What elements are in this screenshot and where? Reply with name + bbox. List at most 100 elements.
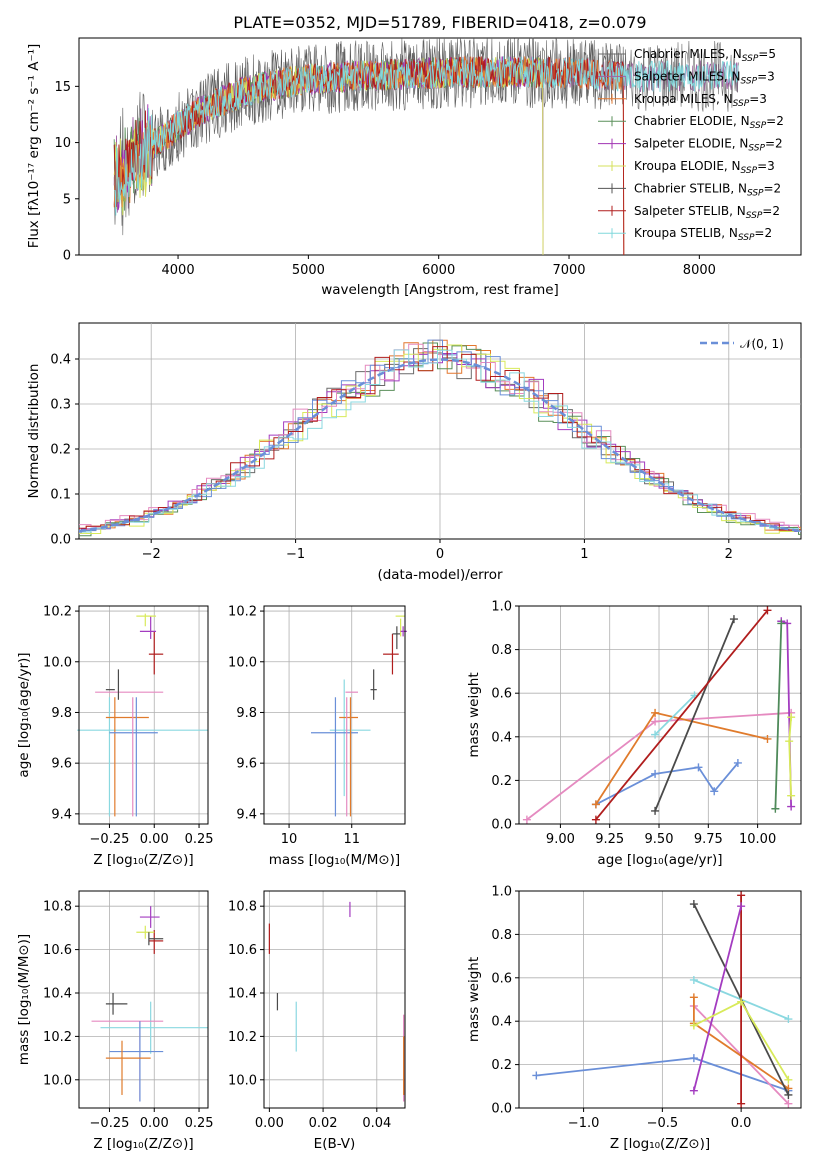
mass-vs-z-panel-xtick-label: 0.25	[185, 1116, 214, 1131]
spectrum-legend: Chabrier MILES, NSSP=5 Salpeter MILES, NS…	[598, 47, 784, 243]
mass-vs-ebv-panel-data	[268, 901, 405, 1102]
weight-vs-z-panel-ylabel: mass weight	[466, 957, 482, 1042]
mass-weight-marker	[522, 815, 531, 824]
histogram-ytick-label: 0.3	[50, 398, 71, 413]
mass-weight-marker	[591, 815, 600, 824]
spectrum-series-line	[113, 56, 625, 256]
figure-title: PLATE=0352, MJD=51789, FIBERID=0418, z=0…	[233, 13, 646, 32]
histogram-series-line	[79, 349, 801, 533]
mass-vs-ebv-panel-xtick-label: 0.02	[309, 1116, 338, 1131]
age-vs-z-panel-ytick-label: 9.8	[51, 706, 72, 721]
mass-weight-marker	[784, 1075, 793, 1084]
age-vs-z-panel-ytick-label: 9.4	[51, 807, 72, 822]
mass-vs-z-panel-xtick-label: 0.00	[140, 1116, 169, 1131]
histogram-ytick-label: 0.0	[50, 533, 71, 548]
mass-vs-z-panel-ytick-label: 10.2	[43, 1030, 72, 1045]
mass-weight-line	[693, 905, 742, 1091]
histogram-series	[78, 339, 802, 537]
weight-vs-age-panel-xtick-label: 9.25	[595, 832, 624, 847]
spectrum-xtick-label: 6000	[422, 263, 455, 278]
spectrum-series-line	[113, 37, 739, 236]
age-vs-mass-panel-ytick-label: 9.6	[236, 757, 257, 772]
weight-vs-z-panel-xlabel: Z [log₁₀(Z/Z⊙)]	[610, 1136, 710, 1152]
mass-weight-marker	[777, 619, 786, 628]
spectrum-ytick-label: 0	[63, 249, 71, 264]
spectrum-legend-label: Salpeter ELODIE, NSSP=2	[634, 137, 783, 154]
mass-weight-marker	[763, 734, 772, 743]
age-vs-mass-panel-data	[311, 615, 407, 817]
mass-vs-z-panel-data	[91, 906, 208, 1102]
age-vs-mass-panel-ytick-label: 10.0	[228, 655, 257, 670]
mass-weight-line	[774, 623, 783, 809]
mass-vs-z-panel-ytick-label: 10.6	[43, 943, 72, 958]
histogram-xtick-label: 0	[436, 547, 444, 562]
weight-vs-age-panel-ytick-label: 0.0	[491, 818, 512, 833]
weight-vs-age-panel-xlabel: age [log₁₀(age/yr)]	[597, 852, 722, 868]
age-vs-z-panel-xtick-label: −0.25	[90, 832, 130, 847]
mass-weight-line	[654, 618, 735, 812]
weight-vs-age-panel-ytick-label: 0.2	[491, 774, 512, 789]
weight-vs-z-panel-ytick-label: 0.8	[491, 928, 512, 943]
spectrum-ytick-label: 10	[54, 136, 71, 151]
histogram-xtick-label: −1	[286, 547, 305, 562]
mass-vs-z-panel-frame	[78, 890, 209, 1109]
mass-weight-marker	[787, 713, 796, 722]
mass-vs-ebv-panel-xlabel: E(B-V)	[314, 1136, 356, 1152]
spectrum-legend-label: Chabrier STELIB, NSSP=2	[634, 181, 781, 198]
age-vs-mass-panel-frame	[263, 605, 406, 825]
spectrum-ylabel: Flux [fλ10⁻¹⁷ erg cm⁻² s⁻¹ A⁻¹]	[26, 44, 42, 249]
mass-weight-marker	[710, 787, 719, 796]
mass-vs-ebv-panel-xtick-label: 0.00	[255, 1116, 284, 1131]
age-vs-mass-panel-xlabel: mass [log₁₀(M/M⊙)]	[269, 852, 400, 868]
mass-weight-marker	[763, 606, 772, 615]
spectrum-xlabel: wavelength [Angstrom, rest frame]	[321, 282, 559, 298]
mass-weight-marker	[733, 758, 742, 767]
weight-vs-z-panel-ytick-label: 0.2	[491, 1058, 512, 1073]
mass-weight-marker	[737, 891, 746, 900]
weight-vs-age-panel-ytick-label: 0.6	[491, 687, 512, 702]
age-vs-mass-panel-xtick-label: 10	[281, 832, 298, 847]
mass-weight-line	[595, 609, 769, 821]
age-vs-z-panel-data	[77, 613, 208, 817]
histogram-series-line	[79, 339, 801, 533]
weight-vs-z-panel-ytick-label: 0.4	[491, 1015, 512, 1030]
weight-vs-z-panel-xtick-label: 0.0	[731, 1116, 752, 1131]
mass-vs-z-panel-ytick-label: 10.8	[43, 900, 72, 915]
histogram-xtick-label: 2	[725, 547, 733, 562]
mass-weight-marker	[689, 993, 698, 1002]
histogram-panel: −2 −1 0 1 2 0.0 0.1 0.2 0.3 0.4 𝒩(0, 1) (data-mod…	[26, 322, 802, 583]
spectrum-legend-label: Kroupa STELIB, NSSP=2	[634, 226, 772, 243]
weight-vs-age-panel-xtick-label: 9.75	[694, 832, 723, 847]
age-vs-mass-panel-ytick-label: 9.8	[236, 706, 257, 721]
age-vs-z-panel-ytick-label: 9.6	[51, 757, 72, 772]
weight-vs-z-panel-xtick-label: −1.0	[568, 1116, 600, 1131]
mass-weight-marker	[689, 975, 698, 984]
mass-vs-ebv-panel-ytick-label: 10.2	[228, 1030, 257, 1045]
weight-vs-age-panel-ylabel: mass weight	[466, 672, 482, 757]
mass-weight-marker	[651, 717, 660, 726]
histogram-ytick-label: 0.2	[50, 443, 71, 458]
weight-vs-age-panel-frame	[518, 605, 802, 825]
weight-vs-age-panel-xtick-label: 9.50	[645, 832, 674, 847]
weight-vs-z-panel: −1.0 −0.5 0.0 0.0 0.2 0.4 0.6 0.8 1.0 Z [log₁₀(Z/…	[466, 885, 802, 1152]
weight-vs-z-panel-ytick-label: 1.0	[491, 885, 512, 900]
mass-weight-marker	[729, 615, 738, 624]
mass-weight-marker	[784, 1099, 793, 1108]
weight-vs-age-panel-data	[522, 606, 796, 824]
weight-vs-age-panel-ytick-label: 0.4	[491, 730, 512, 745]
age-vs-z-panel-frame	[78, 605, 209, 825]
spectrum-legend-label: Chabrier MILES, NSSP=5	[634, 47, 776, 64]
mass-weight-marker	[785, 737, 794, 746]
mass-vs-z-panel: −0.25 0.00 0.25 10.0 10.2 10.4 10.6 10.8 Z [log₁…	[16, 890, 214, 1152]
spectrum-ytick-label: 15	[54, 80, 71, 95]
mass-vs-ebv-panel-frame	[263, 890, 406, 1109]
spectrum-legend-label: Salpeter MILES, NSSP=3	[634, 69, 775, 86]
histogram-ylabel: Normed distribution	[26, 364, 42, 499]
mass-vs-z-panel-xtick-label: −0.25	[90, 1116, 130, 1131]
weight-vs-age-panel-ytick-label: 1.0	[491, 600, 512, 615]
mass-weight-marker	[689, 900, 698, 909]
mass-weight-marker	[771, 804, 780, 813]
age-vs-z-panel-ytick-label: 10.2	[43, 605, 72, 620]
age-vs-z-panel-ytick-label: 10.0	[43, 655, 72, 670]
mass-weight-marker	[787, 802, 796, 811]
